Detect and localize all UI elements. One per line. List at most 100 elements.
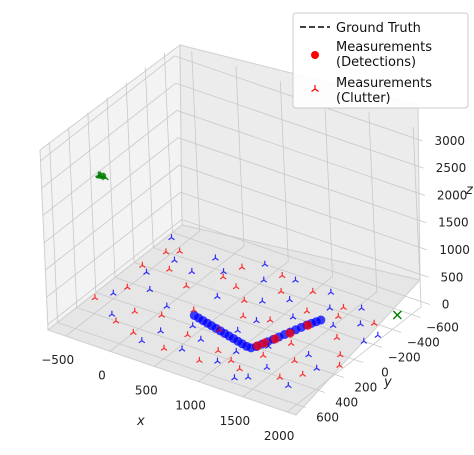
z-tick-label: 0 <box>442 298 450 312</box>
gridline-x-4 <box>242 111 378 398</box>
point-circle-1-4 <box>303 320 313 330</box>
gridline-y-6 <box>49 142 306 408</box>
point-tri-up-2-14 <box>266 316 274 323</box>
point-tri-up-3-1 <box>171 256 178 263</box>
legend-detections-label-line1: Measurements <box>336 40 432 55</box>
point-tri-up-2-38 <box>162 248 170 255</box>
point-tri-up-2-26 <box>129 328 137 335</box>
point-tri-up-2-0 <box>139 261 146 269</box>
y-tick-label: 200 <box>354 381 377 395</box>
y-tick-label: −400 <box>407 336 440 350</box>
point-tri-up-2-10 <box>240 296 248 303</box>
legend: Ground Truth Measurements (Detections) M… <box>292 12 469 109</box>
y-tick-label: 600 <box>316 411 339 425</box>
point-tri-up-3-33 <box>244 373 252 380</box>
point-tri-up-3-24 <box>143 268 150 275</box>
point-tri-up-3-13 <box>286 296 293 303</box>
gridline-y-4 <box>87 112 344 378</box>
point-tri-up-2-6 <box>219 273 227 280</box>
z-tick-label: 3000 <box>434 134 465 148</box>
gridline-z-3 <box>43 137 427 244</box>
point-tri-up-3-9 <box>260 276 268 283</box>
point-tri-up-3-26 <box>212 254 219 261</box>
point-tri-up-3-28 <box>261 260 269 267</box>
gridline-z-2 <box>45 164 428 271</box>
point-tri-up-2-35 <box>370 319 378 326</box>
point-tri-up-2-13 <box>214 347 222 354</box>
point-tri-up-3-2 <box>146 285 154 293</box>
legend-clutter-label-line2: (Clutter) <box>336 91 391 106</box>
point-tri-up-2-37 <box>91 294 99 301</box>
point-tri-up-3-34 <box>358 304 365 311</box>
point-tri-up-2-29 <box>278 272 286 279</box>
point-tri-up-2-19 <box>334 312 342 320</box>
gridline-y-2 <box>125 82 383 348</box>
z-tick-label: 2000 <box>437 188 468 202</box>
point-tri-up-4-11 <box>95 171 102 178</box>
point-tri-up-3-4 <box>163 302 171 309</box>
gridline-z-1 <box>46 191 429 298</box>
legend-detections-label-line2: (Detections) <box>336 55 416 70</box>
gridline-z-6 <box>40 55 423 162</box>
x-axis-label: x <box>136 414 145 429</box>
point-tri-up-3-15 <box>289 313 297 320</box>
point-tri-up-3-38 <box>231 374 238 381</box>
point-tri-up-3-19 <box>329 321 337 329</box>
gridline-x-2 <box>154 81 289 367</box>
point-tri-up-2-34 <box>276 373 284 380</box>
point-tri-up-2-9 <box>184 331 191 338</box>
point-tri-up-3-5 <box>220 268 227 275</box>
x-tick-label: 0 <box>98 368 106 382</box>
y-tick-label: −600 <box>426 321 459 335</box>
point-tri-up-2-23 <box>336 351 344 358</box>
legend-box <box>292 12 469 109</box>
point-tri-up-3-35 <box>284 381 292 389</box>
gridline-z-5 <box>41 82 424 189</box>
gridline-x-1 <box>109 66 245 352</box>
point-tri-up-2-28 <box>160 344 168 351</box>
z-tick-label: 1000 <box>439 243 470 257</box>
point-tri-up-3-17 <box>326 304 334 311</box>
point-tri-up-2-2 <box>165 265 173 272</box>
point-tri-up-3-3 <box>188 268 196 275</box>
point-tri-up-3-39 <box>253 317 260 324</box>
point-tri-up-3-0 <box>109 289 117 296</box>
legend-ground-truth-label: Ground Truth <box>336 21 421 36</box>
point-tri-up-2-4 <box>182 282 190 289</box>
point-tri-up-2-25 <box>112 317 120 324</box>
x-tick-label: 2000 <box>264 429 295 443</box>
point-tri-up-2-39 <box>239 312 247 319</box>
point-circle-1-2 <box>270 334 280 344</box>
point-tri-up-2-21 <box>333 333 341 341</box>
gridline-z-0 <box>47 219 430 325</box>
point-tri-up-3-36 <box>374 331 382 338</box>
point-tri-up-2-27 <box>238 263 246 270</box>
axes-panes <box>39 44 421 416</box>
point-tri-up-2-8 <box>232 283 240 290</box>
point-tri-up-3-21 <box>357 320 364 327</box>
point-tri-up-3-22 <box>313 364 321 371</box>
point-circle-0-26 <box>316 315 326 325</box>
point-x-5-0 <box>392 310 402 320</box>
point-tri-up-2-30 <box>196 356 203 364</box>
gridline-z-4 <box>42 110 426 216</box>
point-tri-up-3-25 <box>108 310 116 317</box>
point-tri-up-3-6 <box>157 327 164 334</box>
gridline-x-5 <box>286 126 422 413</box>
point-tri-up-3-16 <box>264 342 272 349</box>
point-tri-up-2-1 <box>123 283 131 290</box>
point-tri-up-2-7 <box>190 306 198 313</box>
point-tri-up-3-10 <box>197 335 205 342</box>
x-tick-label: −500 <box>41 353 74 367</box>
gridline-y-0 <box>164 52 421 318</box>
point-tri-up-2-32 <box>236 365 243 372</box>
gridline-y-1 <box>144 67 402 333</box>
point-tri-up-3-23 <box>360 337 368 344</box>
point-tri-up-3-18 <box>263 363 271 370</box>
point-tri-up-2-33 <box>340 303 347 310</box>
gridline-x-0 <box>65 51 201 337</box>
x-tick-label: 1500 <box>220 414 251 428</box>
point-tri-up-3-12 <box>234 326 242 334</box>
z-tick-label: 500 <box>441 270 464 284</box>
